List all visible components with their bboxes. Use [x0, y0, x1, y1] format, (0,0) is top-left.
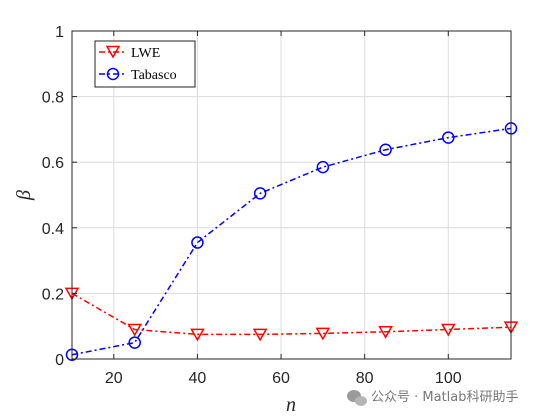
y-tick-label: 0.4	[42, 221, 64, 238]
data-point-lwe	[315, 327, 331, 341]
x-tick-label: 80	[356, 370, 374, 387]
legend-label-lwe: LWE	[131, 46, 160, 61]
data-point-lwe	[127, 323, 143, 337]
x-tick-label: 40	[189, 370, 207, 387]
y-tick-label: 0.2	[42, 286, 64, 303]
legend: LWE Tabasco	[94, 40, 196, 88]
y-tick-label: 0.6	[42, 155, 64, 172]
data-point-tabasco	[128, 336, 141, 349]
data-point-tabasco	[442, 131, 455, 144]
series-line-lwe	[71, 292, 512, 336]
x-tick-label: 100	[435, 370, 462, 387]
legend-marker-tabasco	[106, 67, 120, 81]
data-point-lwe	[190, 328, 205, 342]
watermark: 公众号 · Matlab科研助手	[347, 390, 519, 406]
data-point-lwe	[440, 323, 456, 337]
x-axis-label: n	[286, 394, 296, 416]
y-tick-label: 1	[55, 24, 64, 41]
x-tick-label: 60	[272, 370, 290, 387]
x-tick-label: 20	[105, 370, 123, 387]
watermark-text: 公众号 · Matlab科研助手	[371, 390, 519, 405]
series-layer	[64, 122, 519, 361]
data-point-lwe	[378, 326, 393, 339]
wechat-icon	[347, 390, 367, 406]
y-tick-label: 0.8	[42, 90, 64, 107]
legend-label-tabasco: Tabasco	[131, 68, 177, 83]
tick-marks	[72, 30, 511, 360]
data-point-tabasco	[191, 236, 204, 249]
data-point-tabasco	[316, 160, 330, 174]
legend-marker-lwe	[105, 45, 121, 59]
tick-labels: 20 40 60 80 100 0 0.2 0.4 0.6 0.8 1	[42, 24, 462, 387]
plot-frame	[71, 30, 512, 360]
data-point-tabasco	[253, 187, 267, 200]
y-axis-label: β	[13, 190, 35, 201]
data-point-lwe	[252, 328, 268, 342]
y-tick-label: 0	[55, 352, 64, 369]
series-line-tabasco	[71, 127, 512, 356]
data-point-tabasco	[379, 143, 392, 156]
